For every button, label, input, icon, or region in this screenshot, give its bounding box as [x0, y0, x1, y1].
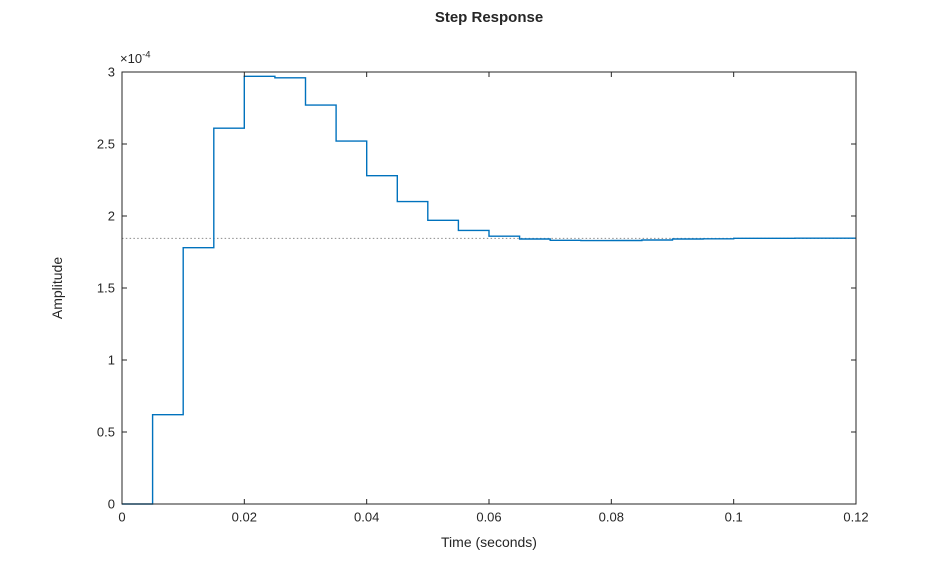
y-tick-label: 0: [108, 497, 115, 512]
y-tick-label: 3: [108, 65, 115, 80]
x-axis-label: Time (seconds): [441, 534, 537, 550]
step-response-line: [122, 75, 856, 505]
y-tick-label: 0.5: [97, 425, 115, 440]
y-axis-multiplier-base: ×10: [120, 51, 143, 66]
y-axis-label: Amplitude: [49, 256, 65, 320]
x-tick-label: 0: [118, 510, 125, 525]
x-tick-label: 0.06: [476, 510, 501, 525]
x-tick-label: 0.12: [843, 510, 868, 525]
y-tick-label: 1: [108, 353, 115, 368]
y-axis-multiplier: ×10-4: [120, 49, 151, 66]
axes-box: [121, 71, 857, 505]
x-tick-label: 0.08: [599, 510, 624, 525]
y-axis-multiplier-exponent: -4: [142, 49, 151, 61]
x-tick-label: 0.02: [232, 510, 257, 525]
x-tick-label: 0.04: [354, 510, 379, 525]
y-tick-label: 2.5: [97, 137, 115, 152]
chart-title: Step Response: [434, 9, 544, 26]
x-tick-label: 0.1: [725, 510, 743, 525]
y-tick-label: 1.5: [97, 281, 115, 296]
y-tick-label: 2: [108, 209, 115, 224]
